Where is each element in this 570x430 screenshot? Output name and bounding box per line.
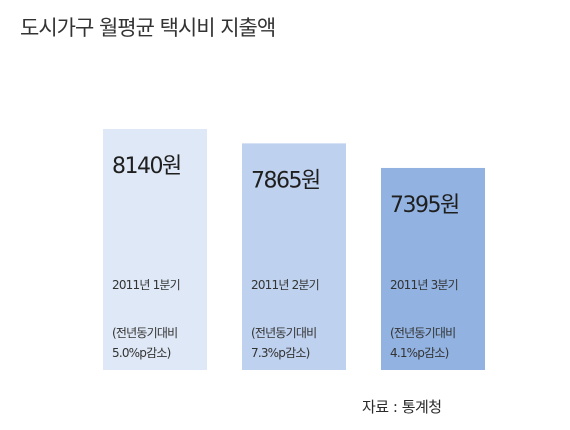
change-note-3-line-1: (전년동기대비 [390, 326, 455, 340]
change-note-2-line-1: (전년동기대비 [251, 326, 316, 340]
bar-2 [242, 143, 346, 370]
category-label-2: 2011년 2분기 [251, 278, 319, 292]
bar-1 [103, 129, 207, 370]
data-label-3: 7395원 [390, 193, 459, 218]
source-note: 자료 : 통계청 [362, 398, 442, 416]
bar-3 [381, 167, 485, 370]
chart-title: 도시가구 월평균 택시비 지출액 [20, 16, 276, 40]
change-note-3-line-2: 4.1%p감소) [390, 346, 449, 360]
change-note-1-line-2: 5.0%p감소) [112, 346, 171, 360]
change-note-1-line-1: (전년동기대비 [112, 326, 177, 340]
category-label-3: 2011년 3분기 [390, 278, 458, 292]
category-label-1: 2011년 1분기 [112, 278, 180, 292]
change-note-2-line-2: 7.3%p감소) [251, 346, 310, 360]
data-label-2: 7865원 [251, 168, 320, 193]
data-label-1: 8140원 [112, 154, 181, 179]
